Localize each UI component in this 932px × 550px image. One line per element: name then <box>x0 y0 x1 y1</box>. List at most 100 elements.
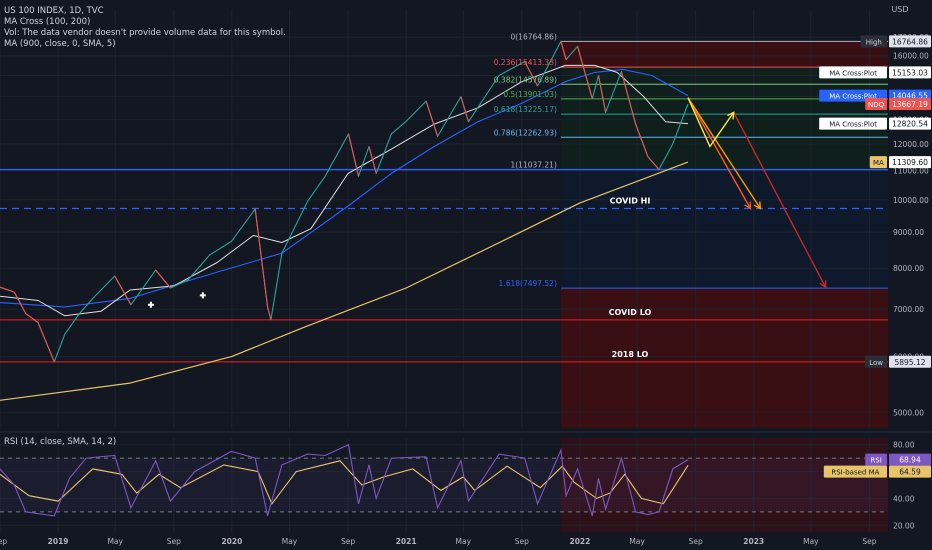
x-tick-label: 2022 <box>570 537 591 546</box>
rsi-tag-1-value-bg <box>889 465 931 478</box>
series-ma100 <box>0 64 689 317</box>
series-ma900 <box>0 161 689 401</box>
x-tick-label: Sep <box>689 537 703 546</box>
hline-label-1: COVID LO <box>609 308 652 317</box>
price-down-segment <box>13 291 27 314</box>
price-tag-1-label-bg <box>819 66 887 79</box>
price-tag-2-label: MA Cross:Plot <box>829 93 877 101</box>
price-down-segment <box>347 133 360 177</box>
fib-label-1.618: 1.618(7497.52) <box>499 279 557 288</box>
cross-markers <box>147 292 206 308</box>
rsi-tag-0-label-bg <box>865 453 887 466</box>
price-tag-0-value-bg <box>889 35 931 48</box>
level-labels: 0(16764.86) 0.236(15413.33) 0.382(14576.89… <box>494 32 652 358</box>
price-tag-6-label-bg <box>865 355 887 368</box>
price-down-segment <box>647 156 660 170</box>
price-down-segment <box>635 123 649 158</box>
price-tag-6-value: 5895.12 <box>894 358 925 367</box>
rsi-y-tick-label: 80.00 <box>893 441 915 450</box>
fib-label-0.382: 0.382(14576.89) <box>494 75 557 84</box>
projection-proj_red <box>687 97 752 209</box>
x-tick-label: 2023 <box>743 537 764 546</box>
y-tick-label: 9000.00 <box>893 228 924 237</box>
price-tag-0-value: 16764.86 <box>892 37 928 46</box>
arrowhead-proj_darkred <box>819 280 827 289</box>
rsi-y-tick-label: 20.00 <box>893 521 915 530</box>
price-tag-6-value-bg <box>889 355 931 368</box>
y-tick-label: 11000.00 <box>893 167 929 176</box>
rsi-tag-1-label: RSI-based MA <box>831 469 879 477</box>
price-tag-1-value-bg <box>889 66 931 79</box>
projection-proj_yellow <box>687 97 735 148</box>
price-down-segment <box>460 96 470 122</box>
y-tick-label: 12000.00 <box>893 140 929 149</box>
currency-label: USD <box>891 5 908 14</box>
price-tag-5-label-bg <box>869 156 887 169</box>
ma-cross-marker <box>199 292 206 299</box>
x-tick-label: May <box>107 537 123 546</box>
x-tick-label: 2020 <box>221 537 242 546</box>
x-tick-label: 2021 <box>396 537 417 546</box>
x-tick-label: Sep <box>0 537 7 546</box>
legend-ma[interactable]: MA (900, close, 0, SMA, 5) <box>4 39 116 49</box>
price-tag-5-value-bg <box>889 156 931 169</box>
price-tag-4-value: 12820.54 <box>892 120 928 129</box>
price-down-segment <box>25 313 39 324</box>
price-down-segment <box>254 209 269 308</box>
x-tick-label: Sep <box>862 537 876 546</box>
x-tick-label: 2019 <box>48 537 69 546</box>
series-ma200 <box>0 68 689 308</box>
rsi-tag-1-value: 64.59 <box>899 468 921 477</box>
fib-zones <box>560 41 888 532</box>
rsi-tag-0-value: 68.94 <box>899 456 921 465</box>
x-tick-label: May <box>803 537 819 546</box>
price-down-segment <box>368 146 377 174</box>
projection-proj_orange <box>687 97 761 209</box>
hline-label-0: COVID HI <box>610 196 651 205</box>
price-down-segment <box>0 286 15 293</box>
price-tag-5-value: 11309.60 <box>892 158 928 167</box>
fib-label-0: 0(16764.86) <box>510 32 556 41</box>
price-tag-4-label-bg <box>819 117 887 130</box>
projection-arrows <box>687 97 827 289</box>
price-down-segment <box>425 100 439 137</box>
arrowhead-proj_red <box>744 201 752 210</box>
legend-ma-cross[interactable]: MA Cross (100, 200) <box>4 17 91 27</box>
legend-symbol[interactable]: US 100 INDEX, 1D, TVC <box>4 6 104 16</box>
fib-zone-below-1.618 <box>560 288 888 428</box>
y-tick-label: 8000.00 <box>893 264 924 273</box>
fib-label-0.786: 0.786(12262.93) <box>494 128 557 137</box>
price-tag-3-label: NDQ <box>868 101 885 109</box>
legend-vol: Vol: The data vendor doesn't provide vol… <box>4 28 286 38</box>
price-down-segment <box>560 41 567 60</box>
price-tag-1-value: 15153.03 <box>892 68 928 77</box>
price-tag-3-value-bg <box>889 98 931 111</box>
price-tag-3-value: 13667.19 <box>892 100 928 109</box>
rsi-title: RSI (14, close, SMA, 14, 2) <box>4 437 116 447</box>
price-tag-3-label-bg <box>865 98 887 111</box>
price-down-segment <box>155 269 171 289</box>
price-series <box>0 40 689 401</box>
series-price <box>0 40 689 363</box>
x-tick-label: Sep <box>167 537 181 546</box>
x-tick-label: May <box>629 537 645 546</box>
price-tags: 16764.86 High 15153.03 MA Cross:Plot 14046.5… <box>819 35 931 478</box>
chart-legend: US 100 INDEX, 1D, TVC MA Cross (100, 200… <box>4 6 286 50</box>
price-tag-6-label: Low <box>869 359 883 367</box>
rsi-tag-0-value-bg <box>889 453 931 466</box>
grid <box>0 10 932 532</box>
price-tag-0-label-bg <box>860 35 887 48</box>
price-down-segment <box>114 275 132 306</box>
horizontal-lines <box>0 40 888 363</box>
rsi-tag-0-label: RSI <box>870 457 881 465</box>
series-rsi <box>0 443 689 517</box>
price-down-segment <box>620 71 637 125</box>
y-tick-label: 10000.00 <box>893 196 929 205</box>
price-down-segment <box>267 306 272 320</box>
fib-label-0.236: 0.236(15413.33) <box>494 58 557 67</box>
rsi-shaded-zone <box>560 438 888 532</box>
y-tick-label: 7000.00 <box>893 305 924 314</box>
projection-proj_darkred <box>733 112 827 288</box>
x-tick-label: May <box>282 537 298 546</box>
